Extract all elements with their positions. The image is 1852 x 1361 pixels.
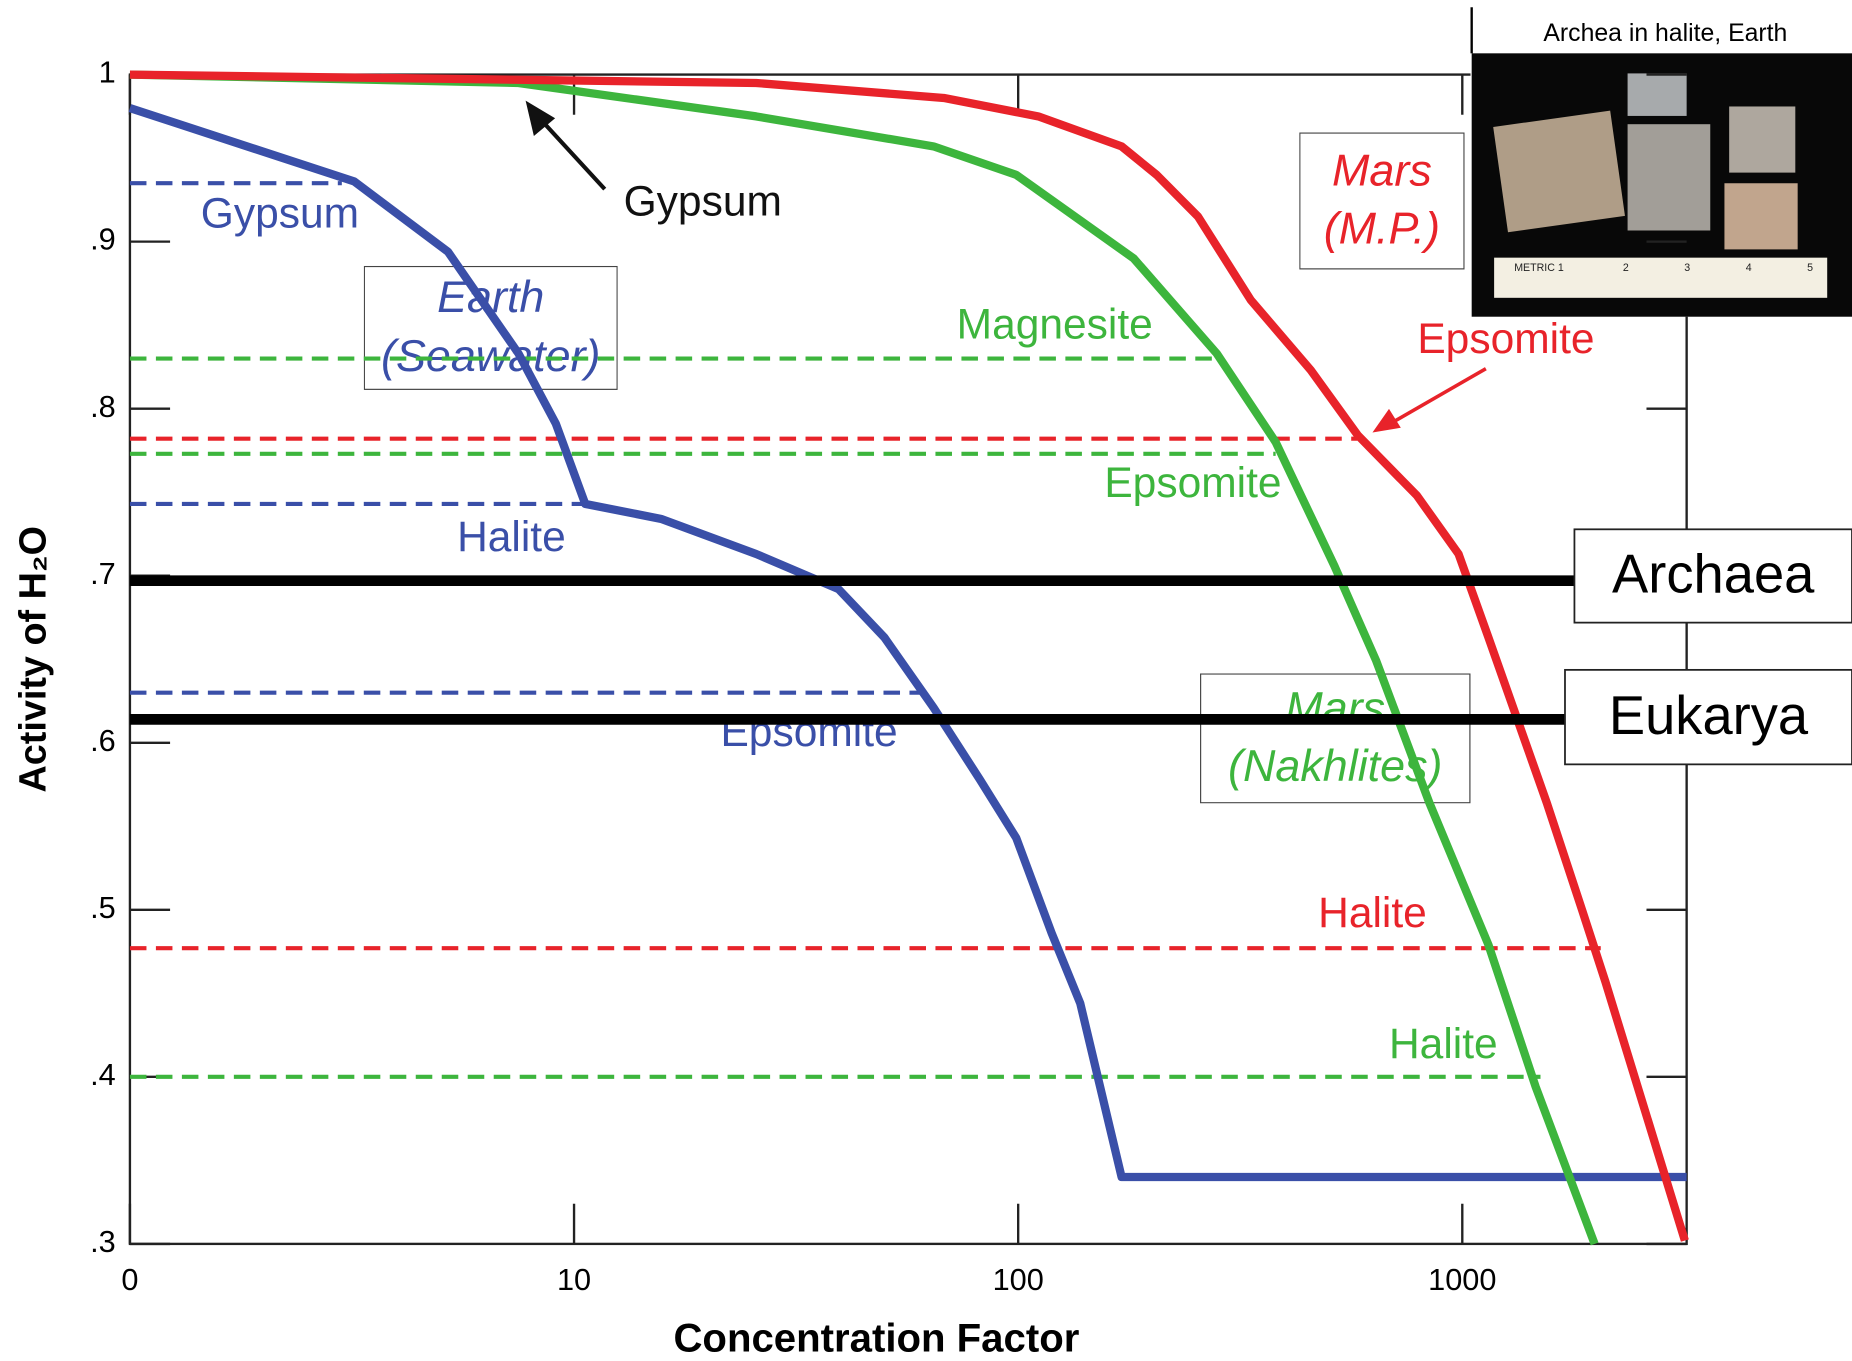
inset-caption: Archea in halite, Earth <box>1543 20 1787 47</box>
y-tick-label: .8 <box>90 389 116 424</box>
crystal <box>1729 106 1796 173</box>
x-tick-label: 1000 <box>1428 1262 1496 1297</box>
ruler-label: 3 <box>1684 262 1690 274</box>
crystal <box>1493 110 1625 233</box>
series-line <box>128 104 1687 1182</box>
y-tick-label: .4 <box>90 1057 116 1092</box>
ruler-label: METRIC 1 <box>1514 262 1564 274</box>
series-label-box: Mars (Nakhlites) <box>1200 673 1471 804</box>
reference-label: Halite <box>457 514 566 561</box>
x-tick-label: 100 <box>993 1262 1044 1297</box>
threshold-box <box>1573 528 1852 624</box>
arrow <box>1390 367 1487 425</box>
crystal <box>1627 73 1687 116</box>
x-axis-title: Concentration Factor <box>673 1315 1079 1360</box>
y-tick-label: .5 <box>90 890 116 925</box>
threshold-label: Eukarya <box>1609 685 1809 746</box>
series-label: Mars (M.P.) <box>1299 132 1465 270</box>
series-label: Earth (Seawater) <box>363 265 618 390</box>
crystal <box>1724 183 1798 250</box>
series-label: Mars (Nakhlites) <box>1200 673 1471 804</box>
arrow-head <box>1372 408 1401 433</box>
x-tick-label: 10 <box>557 1262 591 1297</box>
reference-label: Epsomite <box>1417 316 1594 363</box>
arrow <box>535 114 607 191</box>
reference-label: Halite <box>1389 1021 1498 1068</box>
y-tick-label: .7 <box>90 556 116 591</box>
ruler <box>1494 257 1828 298</box>
reference-label: Gypsum <box>201 191 359 238</box>
y-axis-title: Activity of H₂O <box>12 526 54 793</box>
reference-label: Epsomite <box>1104 460 1281 507</box>
y-tick-label: .6 <box>90 723 116 758</box>
plot-frame <box>128 73 1688 1246</box>
series-line <box>129 70 1689 1242</box>
y-tick-label: .3 <box>90 1224 116 1259</box>
annotation: Gypsum <box>624 179 782 226</box>
threshold-label: Archaea <box>1612 544 1815 605</box>
reference-label: Halite <box>1318 890 1427 937</box>
y-tick-label: 1 <box>99 55 116 90</box>
arrow-head <box>525 100 556 137</box>
reference-label: Magnesite <box>957 302 1153 349</box>
series-label-box: Mars (M.P.) <box>1299 132 1465 270</box>
x-tick-label: 0 <box>121 1262 138 1297</box>
ruler-label: 4 <box>1746 262 1752 274</box>
series-label-box: Earth (Seawater) <box>363 265 618 390</box>
ruler-label: 5 <box>1807 262 1813 274</box>
y-tick-label: .9 <box>90 222 116 257</box>
crystal <box>1627 124 1711 231</box>
threshold-box <box>1564 668 1852 766</box>
series-line <box>129 70 1599 1246</box>
ruler-label: 2 <box>1623 262 1629 274</box>
